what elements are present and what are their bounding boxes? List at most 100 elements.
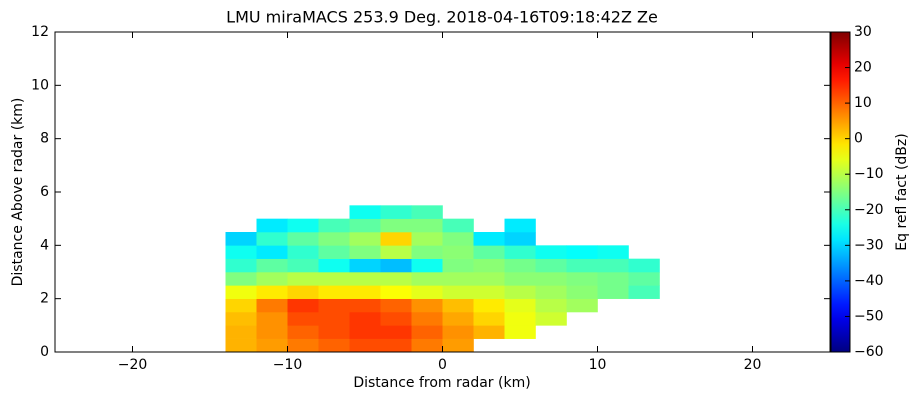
heat-cell — [256, 232, 288, 246]
heat-cell — [504, 312, 536, 326]
heat-cell — [504, 298, 536, 313]
heat-cell — [597, 272, 629, 286]
heat-cell — [349, 272, 381, 286]
colorbar-tick-label: −50 — [854, 308, 884, 324]
heat-cell — [411, 325, 443, 339]
heat-cell — [535, 272, 567, 286]
y-tick-label: 8 — [40, 131, 49, 147]
heat-cell — [473, 245, 505, 259]
heat-cell — [411, 258, 443, 273]
heat-cell — [380, 258, 412, 273]
heat-cell — [473, 258, 505, 273]
heat-cell — [597, 258, 629, 273]
heat-cell — [411, 312, 443, 326]
heat-cell — [287, 325, 319, 339]
heat-cell — [473, 325, 505, 339]
heat-cell — [566, 298, 598, 313]
heat-cell — [349, 232, 381, 246]
heat-cell — [535, 312, 567, 326]
colorbar-tick-label: −10 — [854, 166, 884, 182]
heat-cell — [256, 312, 288, 326]
heat-cell — [504, 218, 536, 233]
heat-cell — [442, 272, 474, 286]
heat-cell — [473, 232, 505, 246]
heat-cell — [380, 338, 412, 353]
heat-cell — [256, 272, 288, 286]
colorbar-tick-label: 30 — [854, 24, 872, 40]
heat-cell — [256, 298, 288, 313]
heat-cell — [287, 285, 319, 299]
heat-cell — [504, 325, 536, 339]
heat-cell — [318, 258, 350, 273]
heat-cell — [349, 285, 381, 299]
heat-cell — [535, 245, 567, 259]
heat-cell — [628, 272, 660, 286]
heat-cell — [411, 245, 443, 259]
heat-cell — [442, 285, 474, 299]
heat-cell — [318, 245, 350, 259]
heat-cell — [442, 245, 474, 259]
heat-cell — [535, 298, 567, 313]
y-tick-label: 6 — [40, 184, 49, 200]
heat-cell — [380, 205, 412, 219]
heat-cell — [287, 245, 319, 259]
heat-cell — [225, 312, 257, 326]
heat-cell — [473, 298, 505, 313]
heat-cell — [380, 218, 412, 233]
y-tick-label: 10 — [31, 77, 49, 93]
heat-cell — [318, 232, 350, 246]
heat-cell — [473, 272, 505, 286]
heat-cell — [225, 232, 257, 246]
heat-cell — [225, 298, 257, 313]
heat-cell — [380, 232, 412, 246]
heat-cell — [597, 245, 629, 259]
heat-cell — [318, 285, 350, 299]
colorbar-label: Eq refl fact (dBz) — [894, 133, 910, 250]
heat-cell — [411, 272, 443, 286]
colorbar-tick-label: 0 — [854, 131, 863, 147]
heat-cell — [628, 258, 660, 273]
heat-cell — [318, 298, 350, 313]
y-tick-label: 12 — [31, 24, 49, 40]
heat-cell — [566, 258, 598, 273]
heat-cell — [225, 245, 257, 259]
heat-cell — [380, 312, 412, 326]
heat-cell — [287, 218, 319, 233]
heat-cell — [442, 218, 474, 233]
heat-cell — [256, 245, 288, 259]
heat-cell — [442, 325, 474, 339]
heat-cell — [287, 338, 319, 353]
y-axis-label: Distance Above radar (km) — [10, 98, 26, 287]
heat-cell — [411, 338, 443, 353]
colorbar-tick-label: 20 — [854, 60, 872, 76]
heat-cell — [225, 258, 257, 273]
heat-cell — [380, 285, 412, 299]
heat-cell — [225, 272, 257, 286]
heat-cell — [256, 338, 288, 353]
x-tick-label: 0 — [438, 357, 447, 373]
heat-cell — [349, 338, 381, 353]
heat-cell — [504, 232, 536, 246]
chart-title: LMU miraMACS 253.9 Deg. 2018-04-16T09:18… — [226, 8, 658, 27]
colorbar-tick-label: −60 — [854, 344, 884, 360]
heat-cell — [287, 272, 319, 286]
heat-cell — [411, 298, 443, 313]
x-tick-label: 10 — [589, 357, 607, 373]
heat-cell — [380, 298, 412, 313]
heat-cell — [349, 245, 381, 259]
colorbar-tick-label: −20 — [854, 202, 884, 218]
heat-cell — [473, 312, 505, 326]
colorbar-tick-label: −40 — [854, 273, 884, 289]
heat-cell — [256, 218, 288, 233]
heat-cell — [349, 298, 381, 313]
heat-cell — [597, 285, 629, 299]
heat-cell — [504, 285, 536, 299]
heat-cell — [287, 298, 319, 313]
heat-cell — [442, 232, 474, 246]
heat-cell — [411, 285, 443, 299]
heat-cell — [504, 258, 536, 273]
colorbar-tick-label: −30 — [854, 237, 884, 253]
heat-cell — [535, 285, 567, 299]
heat-cell — [318, 272, 350, 286]
